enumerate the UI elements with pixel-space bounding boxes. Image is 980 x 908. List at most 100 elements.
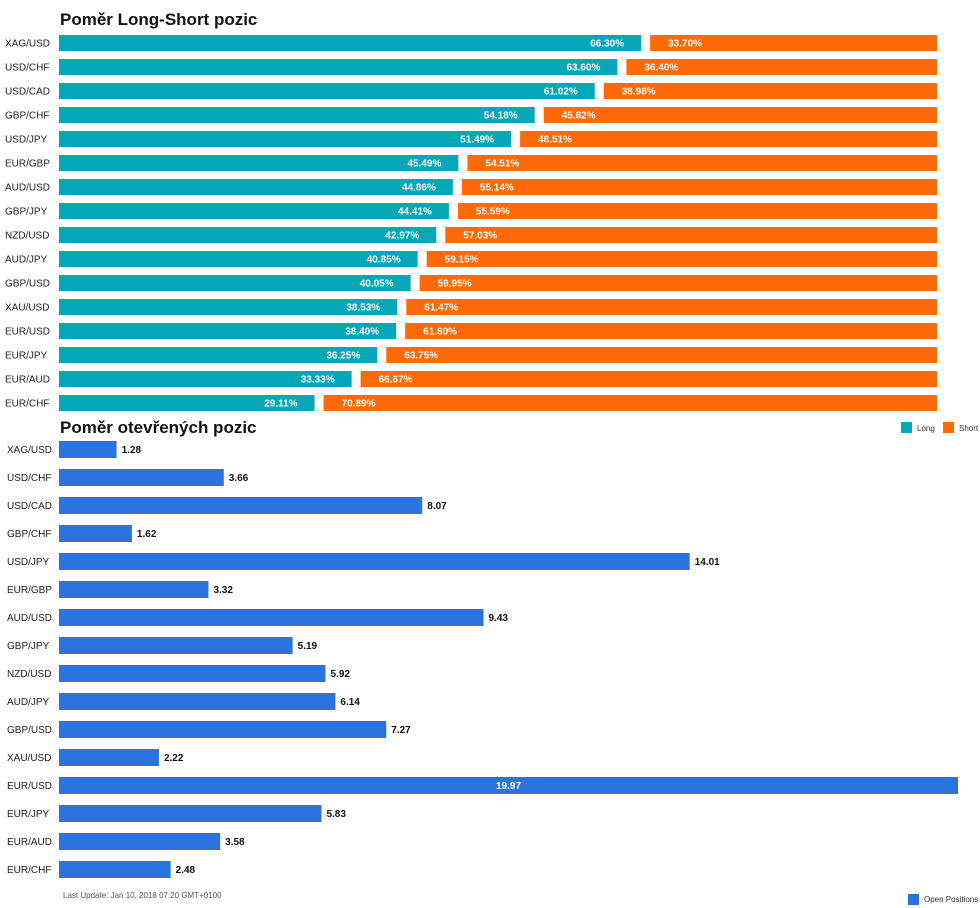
long-bar-gbp-jpy bbox=[59, 203, 449, 219]
long-value-nzd-usd: 42.97% bbox=[385, 231, 419, 242]
category-label-usd-jpy: USD/JPY bbox=[5, 135, 48, 146]
short-bar-gbp-usd bbox=[419, 275, 937, 291]
short-value-gbp-chf: 45.82% bbox=[562, 111, 596, 122]
open-value-usd-cad: 8.07 bbox=[427, 501, 447, 512]
long-value-aud-usd: 44.86% bbox=[402, 183, 436, 194]
short-value-gbp-usd: 59.95% bbox=[438, 279, 472, 290]
legend-swatch-open-positions bbox=[908, 894, 919, 905]
open-category-label-gbp-jpy: GBP/JPY bbox=[7, 641, 50, 652]
open-value-nzd-usd: 5.92 bbox=[331, 669, 351, 680]
open-value-xag-usd: 1.28 bbox=[122, 445, 142, 456]
open-bar-eur-chf bbox=[59, 861, 171, 878]
category-label-eur-usd: EUR/USD bbox=[5, 327, 50, 338]
category-label-nzd-usd: NZD/USD bbox=[5, 231, 49, 242]
open-category-label-eur-gbp: EUR/GBP bbox=[7, 585, 52, 596]
short-value-xag-usd: 33.70% bbox=[668, 39, 702, 50]
category-label-xag-usd: XAG/USD bbox=[5, 39, 50, 50]
long-bar-xau-usd bbox=[59, 299, 398, 315]
open-positions-legend: Open Positions bbox=[908, 894, 978, 905]
category-label-aud-jpy: AUD/JPY bbox=[5, 255, 48, 266]
long-value-eur-aud: 33.33% bbox=[301, 375, 335, 386]
open-value-gbp-jpy: 5.19 bbox=[298, 641, 318, 652]
long-value-usd-jpy: 51.49% bbox=[460, 135, 494, 146]
short-value-usd-jpy: 48.51% bbox=[538, 135, 572, 146]
open-bar-eur-aud bbox=[59, 833, 221, 850]
open-category-label-gbp-usd: GBP/USD bbox=[7, 725, 52, 736]
long-value-xag-usd: 66.30% bbox=[590, 39, 624, 50]
legend-label-short: Short bbox=[959, 424, 979, 433]
short-bar-eur-chf bbox=[323, 395, 937, 411]
open-positions-chart: XAG/USD 1.28 USD/CHF 3.66 USD/CAD 8.07 GBP/CHF… bbox=[7, 441, 958, 878]
long-short-chart-title: Poměr Long-Short pozic bbox=[60, 10, 258, 29]
open-category-label-eur-usd: EUR/USD bbox=[7, 781, 52, 792]
open-category-label-aud-usd: AUD/USD bbox=[7, 613, 52, 624]
category-label-eur-gbp: EUR/GBP bbox=[5, 159, 50, 170]
category-label-gbp-chf: GBP/CHF bbox=[5, 111, 49, 122]
short-value-eur-gbp: 54.51% bbox=[485, 159, 519, 170]
open-bar-nzd-usd bbox=[59, 665, 326, 682]
short-bar-gbp-chf bbox=[543, 107, 937, 123]
open-value-eur-aud: 3.58 bbox=[225, 837, 245, 848]
short-value-eur-usd: 61.60% bbox=[423, 327, 457, 338]
category-label-eur-aud: EUR/AUD bbox=[5, 375, 50, 386]
long-bar-gbp-usd bbox=[59, 275, 411, 291]
long-value-eur-jpy: 36.25% bbox=[326, 351, 360, 362]
long-short-chart: XAG/USD 66.30% 33.70% USD/CHF 63.60% 36.40% US… bbox=[5, 35, 938, 411]
legend-label-open-positions: Open Positions bbox=[924, 895, 978, 904]
long-bar-eur-chf bbox=[59, 395, 315, 411]
long-bar-usd-jpy bbox=[59, 131, 512, 147]
short-value-eur-chf: 70.89% bbox=[342, 399, 376, 410]
open-bar-eur-jpy bbox=[59, 805, 322, 822]
open-value-eur-gbp: 3.32 bbox=[213, 585, 233, 596]
open-bar-usd-chf bbox=[59, 469, 224, 486]
long-value-gbp-usd: 40.05% bbox=[360, 279, 394, 290]
category-label-xau-usd: XAU/USD bbox=[5, 303, 49, 314]
short-bar-eur-jpy bbox=[386, 347, 937, 363]
open-bar-xag-usd bbox=[59, 441, 117, 458]
open-bar-gbp-chf bbox=[59, 525, 132, 542]
category-label-eur-jpy: EUR/JPY bbox=[5, 351, 48, 362]
short-bar-aud-jpy bbox=[426, 251, 937, 267]
short-value-usd-cad: 38.98% bbox=[622, 87, 656, 98]
short-bar-eur-usd bbox=[405, 323, 938, 339]
category-label-usd-chf: USD/CHF bbox=[5, 63, 49, 74]
long-bar-eur-jpy bbox=[59, 347, 378, 363]
short-value-eur-jpy: 63.75% bbox=[404, 351, 438, 362]
long-value-eur-usd: 38.40% bbox=[345, 327, 379, 338]
long-value-usd-cad: 61.02% bbox=[544, 87, 578, 98]
short-value-nzd-usd: 57.03% bbox=[463, 231, 497, 242]
long-value-eur-gbp: 45.49% bbox=[407, 159, 441, 170]
long-value-xau-usd: 38.53% bbox=[346, 303, 380, 314]
open-value-xau-usd: 2.22 bbox=[164, 753, 184, 764]
open-bar-aud-usd bbox=[59, 609, 484, 626]
open-value-eur-jpy: 5.83 bbox=[326, 809, 346, 820]
open-value-usd-jpy: 14.01 bbox=[695, 557, 720, 568]
open-positions-chart-title: Poměr otevřených pozic bbox=[60, 418, 257, 437]
long-bar-usd-cad bbox=[59, 83, 595, 99]
short-value-eur-aud: 66.67% bbox=[379, 375, 413, 386]
open-value-gbp-chf: 1.62 bbox=[137, 529, 157, 540]
open-category-label-xau-usd: XAU/USD bbox=[7, 753, 51, 764]
open-category-label-eur-jpy: EUR/JPY bbox=[7, 809, 50, 820]
long-value-eur-chf: 29.11% bbox=[264, 399, 297, 410]
open-category-label-nzd-usd: NZD/USD bbox=[7, 669, 51, 680]
short-value-aud-jpy: 59.15% bbox=[445, 255, 479, 266]
short-bar-usd-chf bbox=[626, 59, 937, 75]
legend-label-long: Long bbox=[917, 424, 935, 433]
short-value-gbp-jpy: 55.59% bbox=[476, 207, 510, 218]
open-category-label-aud-jpy: AUD/JPY bbox=[7, 697, 50, 708]
category-label-gbp-usd: GBP/USD bbox=[5, 279, 50, 290]
short-bar-eur-gbp bbox=[467, 155, 937, 171]
category-label-gbp-jpy: GBP/JPY bbox=[5, 207, 48, 218]
category-label-eur-chf: EUR/CHF bbox=[5, 399, 49, 410]
long-bar-usd-chf bbox=[59, 59, 618, 75]
open-category-label-usd-cad: USD/CAD bbox=[7, 501, 52, 512]
category-label-aud-usd: AUD/USD bbox=[5, 183, 50, 194]
short-bar-usd-cad bbox=[603, 83, 937, 99]
long-value-gbp-jpy: 44.41% bbox=[398, 207, 432, 218]
category-label-usd-cad: USD/CAD bbox=[5, 87, 50, 98]
open-category-label-xag-usd: XAG/USD bbox=[7, 445, 52, 456]
long-bar-aud-usd bbox=[59, 179, 453, 195]
long-bar-eur-aud bbox=[59, 371, 352, 387]
short-bar-gbp-jpy bbox=[457, 203, 937, 219]
